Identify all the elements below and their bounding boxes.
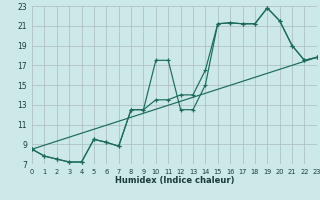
X-axis label: Humidex (Indice chaleur): Humidex (Indice chaleur) (115, 176, 234, 185)
